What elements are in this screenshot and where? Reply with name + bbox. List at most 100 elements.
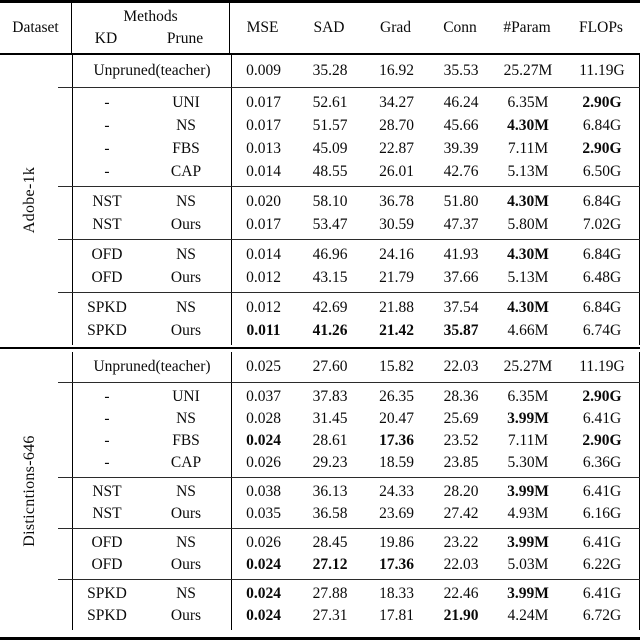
metric-cell: 20.47 [379, 410, 414, 427]
table-row: NST NS 0.038 36.13 24.33 28.20 3.99M 6.41G [73, 481, 639, 503]
metric-cell: 0.024 [246, 556, 281, 573]
col-header-param: #Param [503, 19, 551, 36]
metric-cell: 3.99M [507, 483, 549, 500]
metric-cell: 23.22 [443, 534, 479, 551]
metric-cell: 37.83 [312, 388, 348, 405]
table-row: SPKD Ours 0.024 27.31 17.81 21.90 4.24M 6.72G [73, 605, 639, 627]
metric-cell: 39.39 [443, 140, 479, 157]
metric-cell: 21.42 [379, 322, 414, 339]
metric-cell: 0.011 [246, 322, 281, 339]
metric-cell: 5.03M [507, 556, 549, 573]
prune-cell: Ours [170, 607, 202, 624]
metric-cell: 3.99M [507, 410, 549, 427]
dataset-section: Disticntions-646 Unpruned(teacher) 0.025 27… [0, 347, 640, 632]
table-row: OFD NS 0.014 46.96 24.16 41.93 4.30M 6.84G [73, 243, 639, 266]
table-top-rule [0, 0, 640, 3]
col-header-dataset: Dataset [0, 3, 72, 53]
kd-cell: OFD [91, 269, 123, 286]
table-row: SPKD NS 0.024 27.88 18.33 22.46 3.99M 6.41G [73, 583, 639, 605]
metric-cell: 27.42 [443, 505, 479, 522]
kd-cell: SPKD [87, 585, 127, 602]
metric-cell: 43.15 [312, 269, 348, 286]
methods-right-border [231, 580, 233, 630]
metric-cell: 21.88 [379, 299, 414, 316]
metric-cell: 36.78 [379, 193, 414, 210]
dataset-section: Adobe-1k Unpruned(teacher) 0.009 35.28 16.92… [0, 55, 640, 347]
metric-cell: 2.90G [582, 388, 622, 405]
group-divider-rule [58, 382, 640, 383]
methods-right-border [231, 293, 233, 345]
table-row: - CAP 0.014 48.55 26.01 42.76 5.13M 6.50G [73, 160, 639, 183]
metric-cell: 7.11M [507, 140, 549, 157]
metric-cell: 0.026 [246, 454, 281, 471]
prune-cell: NS [176, 193, 196, 210]
metric-cell: 28.36 [443, 388, 479, 405]
metric-cell: 22.03 [443, 358, 479, 375]
metric-cell: 46.24 [443, 94, 479, 111]
metric-cell: 48.55 [312, 163, 348, 180]
kd-cell: - [104, 117, 110, 134]
metric-cell: 4.30M [507, 117, 549, 134]
metric-cell: 0.017 [246, 117, 281, 134]
metric-cell: 37.54 [443, 299, 479, 316]
metric-cell: 51.57 [312, 117, 348, 134]
metric-cell: 18.59 [379, 454, 414, 471]
dataset-label: Adobe-1k [21, 166, 38, 234]
metric-cell: 51.80 [443, 193, 479, 210]
metric-cell: 0.017 [246, 216, 281, 233]
row-group: OFD NS 0.014 46.96 24.16 41.93 4.30M 6.84G OFD Ou… [72, 240, 640, 292]
metric-cell: 27.88 [312, 585, 348, 602]
prune-cell: NS [176, 117, 196, 134]
metric-cell: 4.93M [507, 505, 549, 522]
col-header-grad: Grad [380, 19, 411, 36]
prune-cell: NS [176, 585, 196, 602]
metric-cell: 4.30M [507, 193, 549, 210]
metric-cell: 45.09 [312, 140, 348, 157]
metric-cell: 7.02G [582, 216, 622, 233]
metric-cell: 0.012 [246, 299, 281, 316]
metric-cell: 3.99M [507, 585, 549, 602]
metric-cell: 5.13M [507, 269, 549, 286]
methods-group-label: Methods [123, 8, 178, 25]
row-group: NST NS 0.020 58.10 36.78 51.80 4.30M 6.84G NST Ou… [72, 187, 640, 239]
metric-cell: 6.41G [582, 585, 622, 602]
metric-cell: 21.90 [443, 607, 479, 624]
table-row: - NS 0.017 51.57 28.70 45.66 4.30M 6.84G [73, 114, 639, 137]
col-header-prune: Prune [166, 30, 204, 47]
section-body: Unpruned(teacher) 0.009 35.28 16.92 35.53 25.… [58, 55, 640, 345]
metric-cell: 42.69 [312, 299, 348, 316]
prune-cell: UNI [172, 388, 200, 405]
metric-cell: 18.33 [379, 585, 414, 602]
metric-cell: 26.01 [379, 163, 414, 180]
metric-cell: 0.014 [246, 246, 281, 263]
prune-cell: NS [176, 299, 196, 316]
prune-cell: UNI [172, 94, 200, 111]
table-row: OFD NS 0.026 28.45 19.86 23.22 3.99M 6.41G [73, 532, 639, 554]
col-header-sad: SAD [313, 19, 345, 36]
table-row: - FBS 0.024 28.61 17.36 23.52 7.11M 2.90G [73, 430, 639, 452]
metric-cell: 0.024 [246, 607, 281, 624]
metric-cell: 6.35M [507, 94, 549, 111]
metric-cell: 27.31 [312, 607, 348, 624]
group-divider-rule [58, 477, 640, 478]
prune-cell: FBS [172, 140, 200, 157]
prune-cell: CAP [170, 163, 202, 180]
table-row: SPKD NS 0.012 42.69 21.88 37.54 4.30M 6.84G [73, 296, 639, 319]
kd-cell: SPKD [87, 299, 127, 316]
methods-right-border [231, 187, 233, 239]
metric-cell: 6.72G [582, 607, 622, 624]
row-group: SPKD NS 0.012 42.69 21.88 37.54 4.30M 6.84G SPKD… [72, 293, 640, 345]
metric-cell: 6.41G [582, 410, 622, 427]
metric-cell: 47.37 [443, 216, 479, 233]
table-row: - CAP 0.026 29.23 18.59 23.85 5.30M 6.36G [73, 452, 639, 474]
table-row: Unpruned(teacher) 0.009 35.28 16.92 35.53 25.… [73, 58, 639, 84]
methods-subheaders: KD Prune [72, 28, 229, 50]
table-row: NST NS 0.020 58.10 36.78 51.80 4.30M 6.84G [73, 190, 639, 213]
section-body: Unpruned(teacher) 0.025 27.60 15.82 22.03 25.… [58, 352, 640, 630]
metric-cell: 4.30M [507, 299, 549, 316]
table-row: - FBS 0.013 45.09 22.87 39.39 7.11M 2.90G [73, 137, 639, 160]
metric-cell: 0.020 [246, 193, 281, 210]
metric-cell: 0.037 [246, 388, 281, 405]
metric-cell: 0.035 [246, 505, 281, 522]
